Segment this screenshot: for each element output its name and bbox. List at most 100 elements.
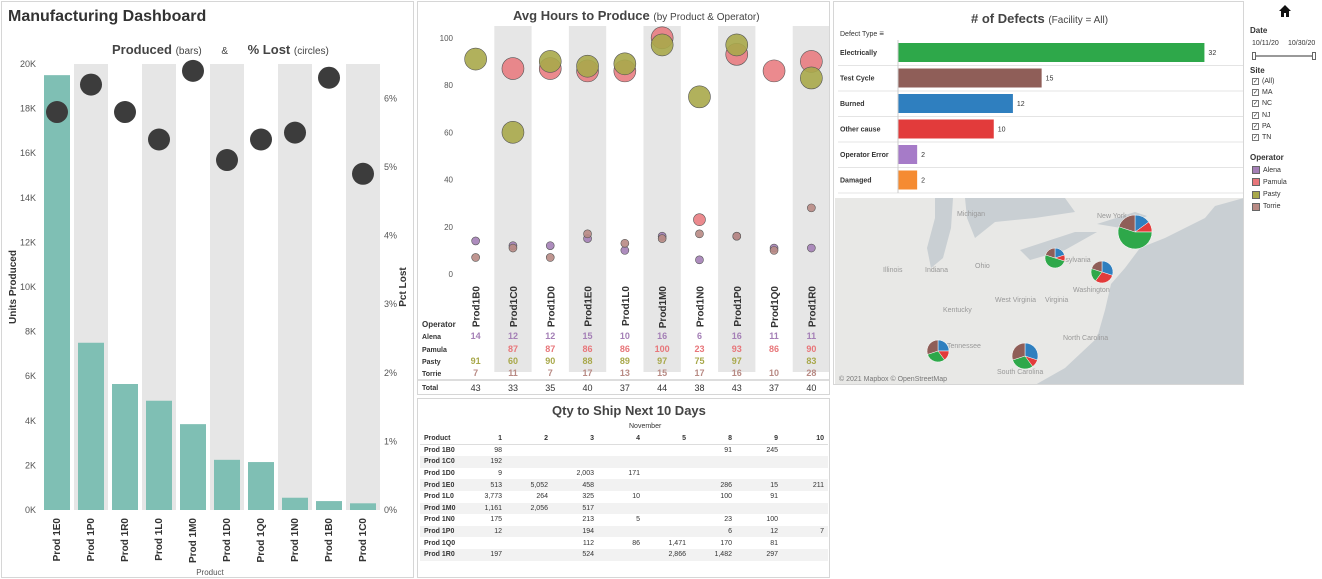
produced-bar[interactable] [214,459,240,510]
map-pie-slice[interactable] [1044,254,1065,269]
pct-lost-circle[interactable] [46,101,68,124]
defect-bar[interactable] [898,145,918,164]
pct-lost-circle[interactable] [284,121,306,144]
operator-value: 7 [548,368,553,378]
operator-value: 12 [508,331,518,341]
site-checkbox[interactable]: ✓ (All) [1252,78,1274,85]
pct-lost-circle[interactable] [80,73,102,96]
qty-cell: 91 [724,447,732,455]
avg-point[interactable] [732,231,742,241]
avg-point[interactable] [800,66,823,90]
map-pie-slice[interactable] [1011,342,1026,361]
date-slider-handle-start[interactable] [1252,52,1256,60]
qty-cell: 2,866 [644,548,690,561]
avg-point[interactable] [695,229,704,239]
avg-point[interactable] [769,246,779,255]
produced-ytick: 14K [20,193,36,203]
pct-lost-circle[interactable] [148,128,170,151]
map-pie-slice[interactable] [1012,355,1033,370]
pct-lost-circle[interactable] [250,128,272,151]
qty-cell: 325 [582,493,594,501]
map-pie-slice[interactable] [1045,247,1056,259]
avg-point[interactable] [576,54,599,78]
defect-bar[interactable] [898,68,1042,88]
site-checkbox[interactable]: ✓ NJ [1252,111,1271,119]
map[interactable]: Michigan New York Illinois Indiana Ohio Penns… [835,198,1244,385]
operator-legend-item[interactable]: Pamula [1252,178,1287,187]
operator-swatch [1252,178,1260,187]
avg-point[interactable] [762,59,786,83]
checkbox-check-icon[interactable]: ✓ [1252,122,1259,130]
pct-lost-circle[interactable] [216,149,238,172]
defect-bar[interactable] [898,43,1205,62]
pct-lost-circle[interactable] [182,59,204,82]
site-checkbox[interactable]: ✓ NC [1252,100,1272,108]
avg-point[interactable] [688,85,711,109]
checkbox-check-icon[interactable]: ✓ [1252,111,1259,119]
checkbox-check-icon[interactable]: ✓ [1252,100,1259,108]
qty-product-name: Prod 1C0 [420,456,460,468]
avg-point[interactable] [725,33,749,57]
avg-point[interactable] [538,50,562,73]
operator-header: Operator [422,320,456,329]
map-pie-slice[interactable] [1024,342,1039,361]
site-checkbox[interactable]: ✓ MA [1252,89,1273,97]
operator-value: 17 [583,368,593,378]
qty-cell [736,502,782,515]
checkbox-check-icon[interactable]: ✓ [1252,78,1259,85]
operator-legend-item[interactable]: Torrie [1252,202,1281,211]
defect-type-header[interactable]: Defect Type ≡ [840,29,884,38]
avg-point[interactable] [807,243,816,253]
defect-bar[interactable] [898,119,994,139]
pct-lost-circle[interactable] [352,162,374,185]
defect-bar[interactable] [898,170,918,190]
produced-bar[interactable] [78,342,104,510]
produced-bar[interactable] [44,75,70,511]
avg-point[interactable] [583,229,592,239]
avg-point[interactable] [693,213,706,226]
avg-point[interactable] [545,253,555,262]
checkbox-check-icon[interactable]: ✓ [1252,89,1259,97]
date-slider[interactable] [1252,52,1316,60]
produced-bar[interactable] [282,497,308,510]
avg-point[interactable] [657,234,667,243]
map-pie-slice[interactable] [1091,260,1103,273]
avg-point[interactable] [613,52,637,76]
avg-point[interactable] [501,57,525,80]
map-pie-slice[interactable] [926,339,939,355]
qty-cell: 100 [720,493,732,501]
produced-bar[interactable] [350,503,376,510]
operator-legend-item[interactable]: Alena [1252,166,1281,174]
date-slider-handle-end[interactable] [1312,52,1316,60]
avg-point[interactable] [650,33,674,57]
site-checkbox[interactable]: ✓ PA [1252,122,1271,130]
avg-point[interactable] [620,238,630,248]
avg-point[interactable] [501,120,525,144]
map-pie-slice[interactable] [1117,226,1153,250]
avg-point[interactable] [464,47,487,71]
defect-value: 15 [1046,76,1054,83]
produced-bar[interactable] [180,424,206,510]
operator-value: 11 [807,331,817,341]
home-icon[interactable] [1278,4,1292,18]
operator-legend-item[interactable]: Pasty [1252,190,1281,199]
produced-bar[interactable] [316,501,342,510]
defect-bar[interactable] [898,94,1013,113]
avg-point[interactable] [807,203,816,213]
sort-icon[interactable]: ≡ [879,29,884,38]
produced-bar[interactable] [112,384,138,510]
produced-bar[interactable] [248,462,274,510]
site-checkbox[interactable]: ✓ TN [1252,134,1271,141]
avg-point[interactable] [471,253,480,262]
pct-lost-circle[interactable] [318,66,340,89]
qty-cell: 5 [636,516,640,524]
avg-point[interactable] [545,241,555,250]
map-pie-slice[interactable] [1118,214,1136,233]
produced-bar[interactable] [146,400,172,510]
avg-point[interactable] [695,255,704,265]
avg-point[interactable] [508,243,518,253]
avg-point[interactable] [471,236,480,246]
checkbox-check-icon[interactable]: ✓ [1252,134,1259,141]
operator-value: 11 [508,368,518,378]
pct-lost-circle[interactable] [114,101,136,124]
